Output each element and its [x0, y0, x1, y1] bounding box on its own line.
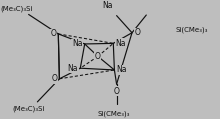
Text: (Me₃C)₃Si: (Me₃C)₃Si: [0, 5, 32, 12]
Text: O: O: [134, 28, 140, 37]
Text: Si(CMe₃)₃: Si(CMe₃)₃: [176, 27, 208, 33]
Text: O: O: [95, 52, 101, 61]
Text: O: O: [50, 29, 56, 38]
Text: Na: Na: [72, 40, 82, 48]
Text: Na: Na: [103, 1, 113, 10]
Text: Na: Na: [116, 39, 126, 48]
Text: O: O: [51, 74, 57, 83]
Text: O: O: [114, 87, 119, 96]
Text: Si(CMe₃)₃: Si(CMe₃)₃: [98, 110, 130, 117]
Text: (Me₃C)₃Si: (Me₃C)₃Si: [12, 105, 44, 112]
Text: Na: Na: [68, 64, 78, 73]
Text: Na: Na: [117, 65, 127, 74]
